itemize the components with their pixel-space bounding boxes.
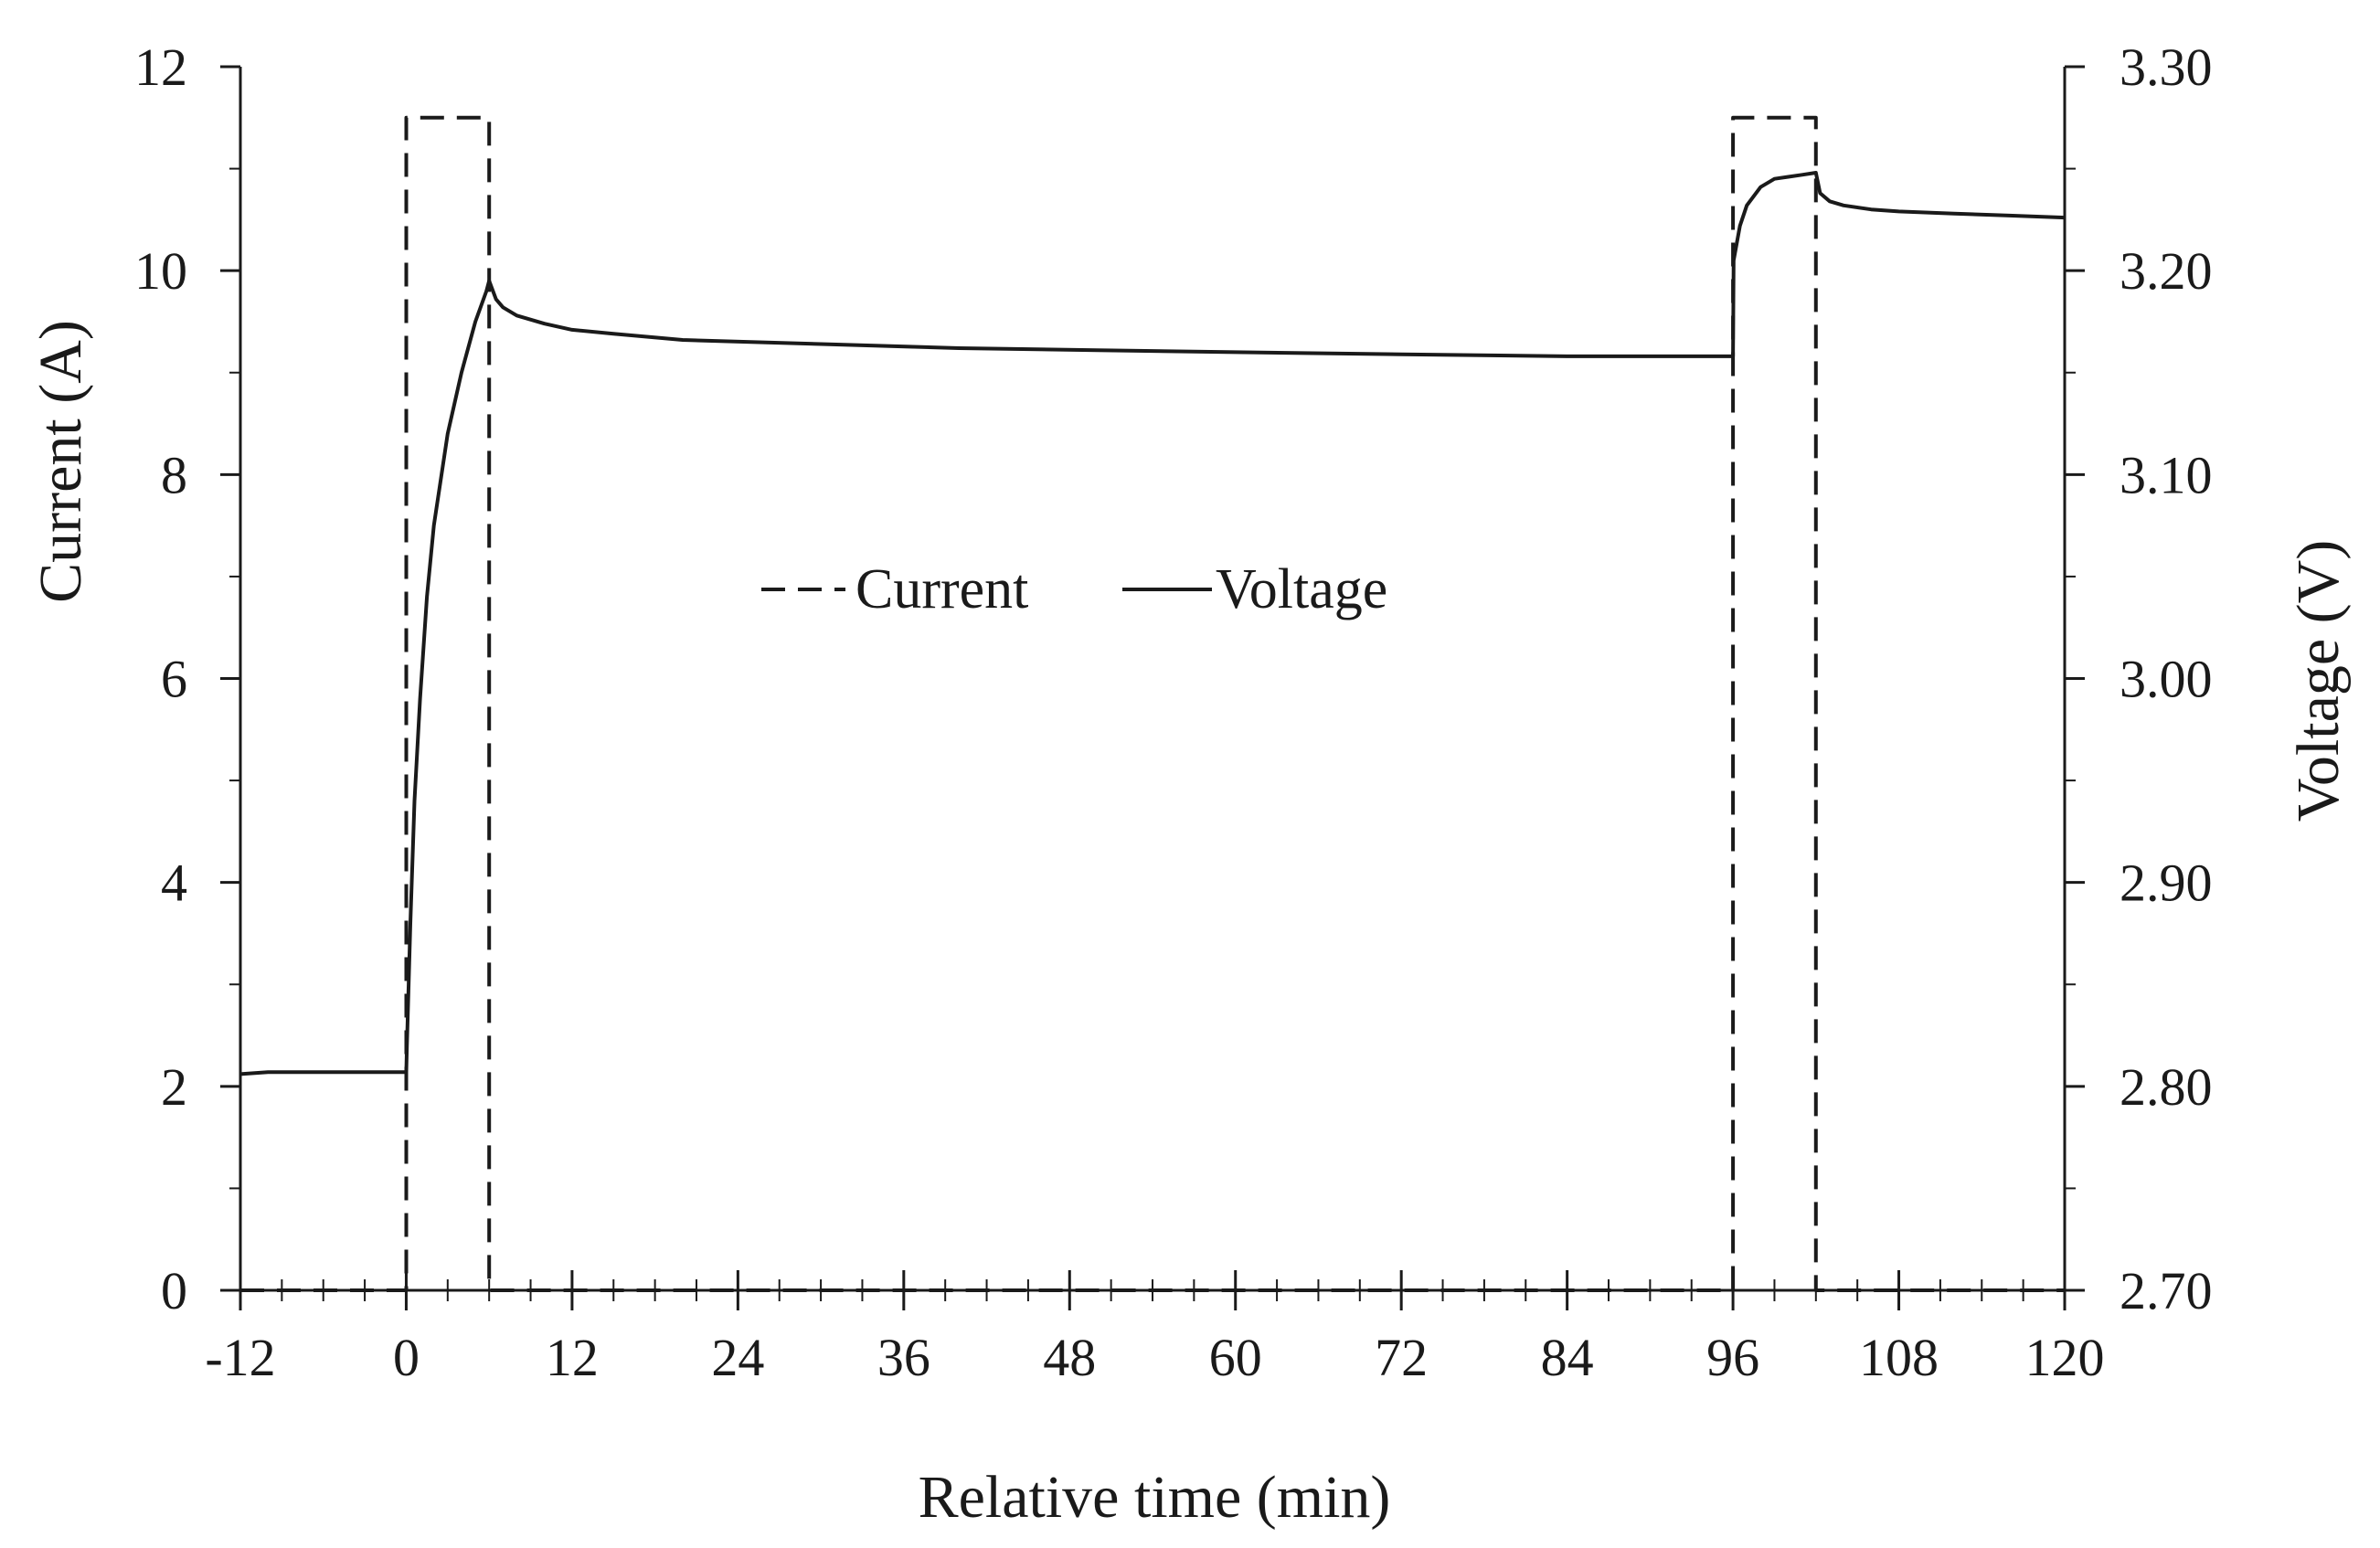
x-tick-label: 96 (1706, 1328, 1759, 1387)
y-right-tick-label: 3.30 (2120, 37, 2213, 97)
y-right-tick-label: 2.90 (2120, 854, 2213, 913)
y-left-tick-label: 4 (161, 854, 187, 913)
x-tick-label: 72 (1375, 1328, 1428, 1387)
x-tick-label: 84 (1541, 1328, 1594, 1387)
legend-voltage-label: Voltage (1216, 558, 1387, 620)
y-left-tick-label: 10 (134, 241, 187, 301)
x-tick-label: 0 (393, 1328, 420, 1387)
axes-group (220, 65, 2085, 1310)
y-right-tick-label: 2.80 (2120, 1057, 2213, 1117)
y-right-tick-label: 3.20 (2120, 241, 2213, 301)
y-right-tick-label: 3.00 (2120, 650, 2213, 709)
y-right-tick-label: 3.10 (2120, 445, 2213, 504)
x-axis-title: Relative time (min) (919, 1464, 1391, 1531)
axis-titles-group: Relative time (min) Current (A) Voltage … (27, 320, 2352, 1531)
x-tick-label: 108 (1859, 1328, 1939, 1387)
legend: Current Voltage (761, 558, 1387, 620)
tick-labels-group: -12 0 12 24 36 48 60 72 84 96 108 1200246810122.702… (134, 37, 2213, 1387)
x-tick-label: 36 (877, 1328, 930, 1387)
y-axis-right-title: Voltage (V) (2285, 540, 2352, 822)
y-left-tick-label: 8 (161, 445, 187, 504)
y-right-tick-label: 2.70 (2120, 1261, 2213, 1320)
x-tick-label: 120 (2025, 1328, 2105, 1387)
y-axis-left-title: Current (A) (27, 320, 94, 603)
x-tick-label: -12 (205, 1328, 275, 1387)
y-left-tick-label: 2 (161, 1057, 187, 1117)
legend-current-label: Current (855, 558, 1028, 620)
y-left-tick-label: 12 (134, 37, 187, 97)
y-left-tick-label: 6 (161, 650, 187, 709)
y-left-tick-label: 0 (161, 1261, 187, 1320)
series-group (239, 115, 2066, 1292)
x-tick-label: 60 (1209, 1328, 1262, 1387)
series-line-current (240, 115, 2065, 1292)
x-tick-label: 12 (546, 1328, 599, 1387)
series-line-voltage (239, 171, 2066, 1076)
x-tick-label: 24 (711, 1328, 764, 1387)
x-tick-label: 48 (1043, 1328, 1096, 1387)
